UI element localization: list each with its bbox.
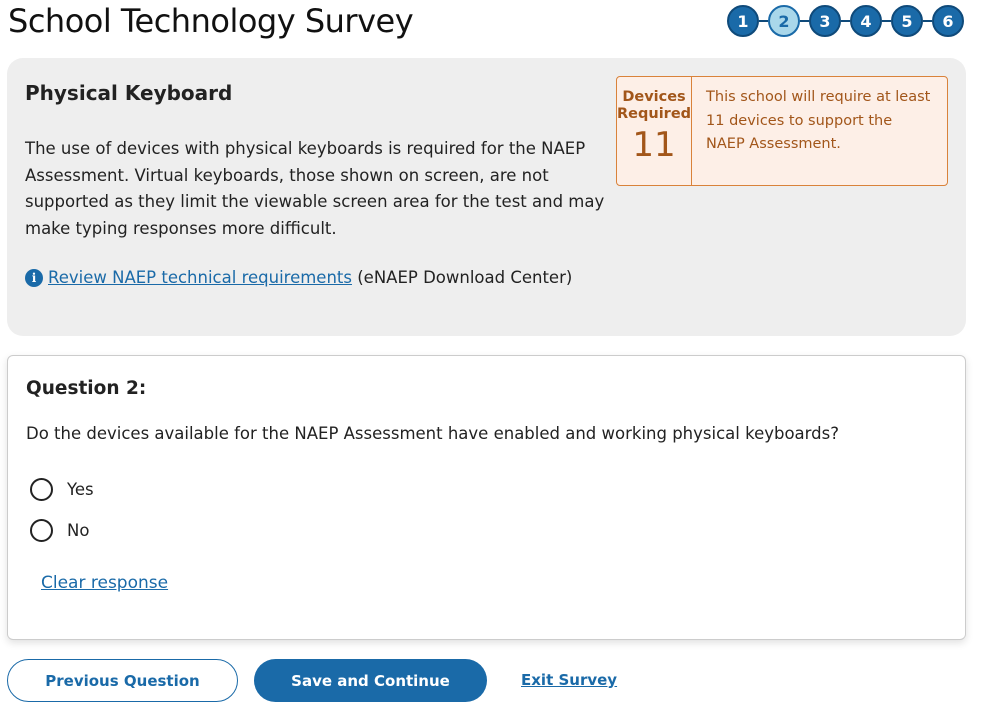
devices-required-box: Devices Required 11 This school will req… (616, 76, 948, 186)
option-no[interactable]: No (30, 519, 89, 542)
radio-yes[interactable] (30, 478, 53, 501)
step-indicator: 1 2 3 4 5 6 (727, 5, 964, 37)
info-icon: i (25, 268, 43, 287)
option-yes[interactable]: Yes (30, 478, 94, 501)
devices-required-label: Devices Required (617, 89, 692, 122)
clear-response-link[interactable]: Clear response (41, 573, 169, 593)
option-no-label: No (67, 521, 90, 540)
question-heading: Question 2: (26, 378, 147, 399)
link-suffix: (eNAEP Download Center) (351, 268, 573, 287)
option-yes-label: Yes (67, 480, 94, 499)
review-requirements-link[interactable]: Review NAEP technical requirements (48, 268, 352, 287)
radio-no[interactable] (30, 519, 53, 542)
step-connector (759, 20, 768, 22)
question-card: Question 2: Do the devices available for… (7, 355, 966, 640)
step-6[interactable]: 6 (932, 5, 964, 37)
save-and-continue-button[interactable]: Save and Continue (254, 659, 487, 702)
exit-survey-link[interactable]: Exit Survey (521, 671, 618, 689)
step-connector (800, 20, 809, 22)
devices-required-count: 11 (632, 125, 676, 165)
step-3[interactable]: 3 (809, 5, 841, 37)
step-connector (882, 20, 891, 22)
step-1[interactable]: 1 (727, 5, 759, 37)
previous-question-button[interactable]: Previous Question (7, 659, 238, 702)
question-text: Do the devices available for the NAEP As… (26, 424, 839, 443)
devices-required-message: This school will require at least 11 dev… (706, 89, 931, 152)
info-body: The use of devices with physical keyboar… (25, 139, 605, 238)
step-2-current[interactable]: 2 (768, 5, 800, 37)
info-panel: Physical Keyboard The use of devices wit… (7, 58, 966, 336)
step-5[interactable]: 5 (891, 5, 923, 37)
requirements-link-row: i Review NAEP technical requirements (eN… (25, 268, 572, 287)
step-connector (923, 20, 932, 22)
info-heading: Physical Keyboard (25, 81, 233, 105)
step-4[interactable]: 4 (850, 5, 882, 37)
step-connector (841, 20, 850, 22)
page-title: School Technology Survey (8, 2, 414, 40)
